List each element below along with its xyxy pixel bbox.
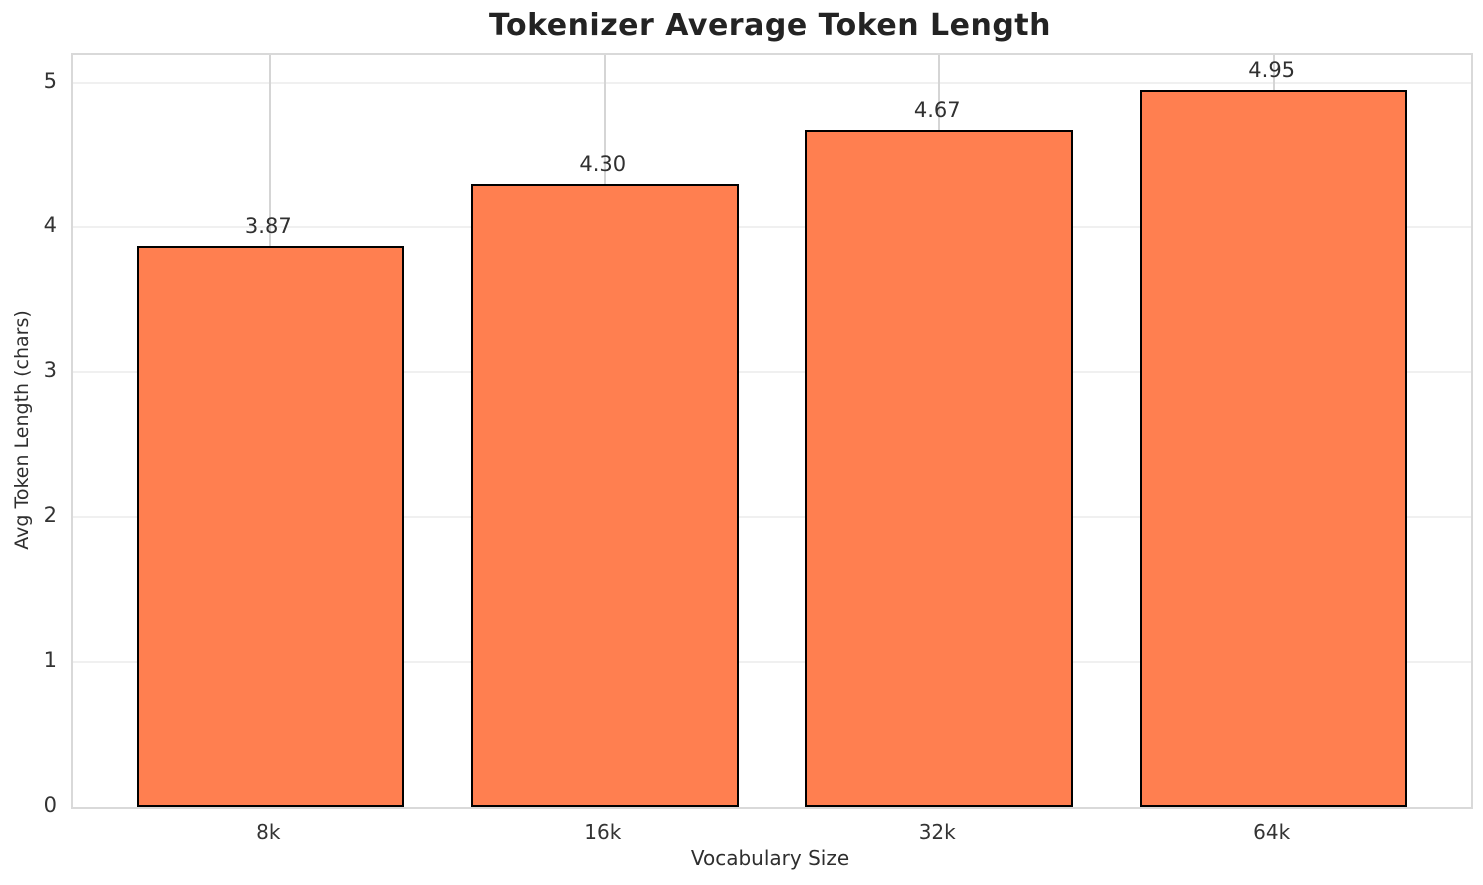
x-axis-label: Vocabulary Size (690, 846, 850, 870)
bar-value-label-32k: 4.67 (913, 98, 961, 123)
y-tick-label-0: 0 (43, 793, 57, 817)
y-gridline-3 (73, 371, 1471, 374)
bar-value-label-16k: 4.30 (579, 151, 627, 176)
y-gridline-2 (73, 516, 1471, 519)
y-tick-label-5: 5 (43, 68, 57, 93)
y-gridline-1 (73, 661, 1471, 664)
y-gridline-4 (73, 226, 1471, 229)
bar-16k (470, 183, 739, 807)
chart-title: Tokenizer Average Token Length (488, 8, 1051, 43)
y-tick-label-4: 4 (43, 213, 57, 238)
y-tick-label-3: 3 (43, 358, 57, 383)
x-tick-label-32k: 32k (918, 820, 956, 844)
y-gridline-5 (73, 81, 1471, 84)
y-tick-label-1: 1 (43, 648, 57, 673)
bar-value-label-64k: 4.95 (1248, 57, 1296, 82)
x-tick-label-8k: 8k (256, 820, 281, 844)
bar-64k (1139, 89, 1408, 807)
bar-32k (805, 130, 1073, 807)
bar-8k (136, 246, 405, 807)
bar-value-label-8k: 3.87 (244, 214, 292, 239)
y-tick-label-2: 2 (43, 503, 57, 528)
plot-area (71, 53, 1473, 809)
x-tick-label-16k: 16k (584, 820, 622, 844)
x-tick-label-64k: 64k (1253, 820, 1291, 844)
